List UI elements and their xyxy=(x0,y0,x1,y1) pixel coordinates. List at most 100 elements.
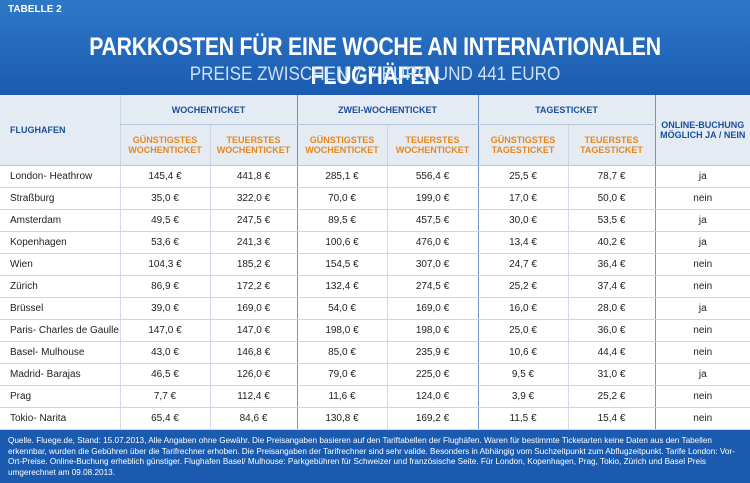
price-cell: 9,5 € xyxy=(477,363,568,386)
price-cell: 172,2 € xyxy=(209,275,297,298)
price-cell: 199,0 € xyxy=(386,187,478,210)
price-cell: 53,5 € xyxy=(567,209,655,232)
group-header: WOCHENTICKET xyxy=(119,95,297,125)
price-cell: 3,9 € xyxy=(477,385,568,408)
price-cell: 130,8 € xyxy=(296,407,387,430)
price-cell: 147,0 € xyxy=(119,319,210,342)
price-cell: 70,0 € xyxy=(296,187,387,210)
online-booking: nein xyxy=(654,385,750,408)
online-booking: ja xyxy=(654,231,750,254)
price-cell: 54,0 € xyxy=(296,297,387,320)
price-cell: 31,0 € xyxy=(567,363,655,386)
price-cell: 39,0 € xyxy=(119,297,210,320)
price-cell: 44,4 € xyxy=(567,341,655,364)
price-cell: 154,5 € xyxy=(296,253,387,276)
price-cell: 86,9 € xyxy=(119,275,210,298)
airport-name: Amsterdam xyxy=(0,209,120,232)
price-cell: 24,7 € xyxy=(477,253,568,276)
price-cell: 16,0 € xyxy=(477,297,568,320)
airport-name: Madrid- Barajas xyxy=(0,363,120,386)
online-booking: ja xyxy=(654,363,750,386)
airport-name: Prag xyxy=(0,385,120,408)
table-row: Tokio- Narita 65,4 €84,6 €130,8 €169,2 €1… xyxy=(0,407,750,430)
price-cell: 457,5 € xyxy=(386,209,478,232)
price-cell: 25,5 € xyxy=(477,165,568,188)
price-cell: 241,3 € xyxy=(209,231,297,254)
header: TABELLE 2 PARKKOSTEN FÜR EINE WOCHE AN I… xyxy=(0,0,750,95)
price-cell: 28,0 € xyxy=(567,297,655,320)
price-cell: 247,5 € xyxy=(209,209,297,232)
price-cell: 225,0 € xyxy=(386,363,478,386)
table-row: Madrid- Barajas 46,5 €126,0 €79,0 €225,0 … xyxy=(0,363,750,386)
price-cell: 285,1 € xyxy=(296,165,387,188)
price-cell: 124,0 € xyxy=(386,385,478,408)
subtitle: PREISE ZWISCHEN 7,7 EURO UND 441 EURO xyxy=(189,64,561,85)
price-cell: 235,9 € xyxy=(386,341,478,364)
column-header: FLUGHAFEN xyxy=(0,95,120,166)
table-body: London- Heathrow 145,4 €441,8 €285,1 €556… xyxy=(0,165,750,430)
table-row: Zürich 86,9 €172,2 €132,4 €274,5 €25,2 €3… xyxy=(0,275,750,298)
price-cell: 145,4 € xyxy=(119,165,210,188)
price-cell: 37,4 € xyxy=(567,275,655,298)
online-booking: nein xyxy=(654,253,750,276)
table-row: Brüssel 39,0 €169,0 €54,0 €169,0 €16,0 €2… xyxy=(0,297,750,320)
label: TABELLE 2 xyxy=(8,4,62,15)
airport-name: Tokio- Narita xyxy=(0,407,120,430)
title: PARKKOSTEN FÜR EINE WOCHE AN INTERNATION… xyxy=(89,33,661,90)
table-row: Paris- Charles de Gaulle 147,0 €147,0 €19… xyxy=(0,319,750,342)
price-cell: 13,4 € xyxy=(477,231,568,254)
sub-header: TEUERSTES WOCHENTICKET xyxy=(209,124,297,166)
price-cell: 441,8 € xyxy=(209,165,297,188)
group-header: TAGESTICKET xyxy=(477,95,655,125)
online-booking: nein xyxy=(654,341,750,364)
price-cell: 274,5 € xyxy=(386,275,478,298)
price-cell: 15,4 € xyxy=(567,407,655,430)
price-cell: 104,3 € xyxy=(119,253,210,276)
table-row: Wien 104,3 €185,2 €154,5 €307,0 €24,7 €36… xyxy=(0,253,750,276)
price-cell: 79,0 € xyxy=(296,363,387,386)
price-cell: 36,0 € xyxy=(567,319,655,342)
table-row: Amsterdam 49,5 €247,5 €89,5 €457,5 €30,0 … xyxy=(0,209,750,232)
price-cell: 17,0 € xyxy=(477,187,568,210)
table-row: Prag 7,7 €112,4 €11,6 €124,0 €3,9 €25,2 €… xyxy=(0,385,750,408)
price-cell: 198,0 € xyxy=(296,319,387,342)
online-booking: nein xyxy=(654,319,750,342)
table: FLUGHAFEN WOCHENTICKET ZWEI-WOCHENTICKET… xyxy=(0,95,750,430)
price-cell: 169,2 € xyxy=(386,407,478,430)
price-cell: 556,4 € xyxy=(386,165,478,188)
price-cell: 65,4 € xyxy=(119,407,210,430)
price-cell: 25,0 € xyxy=(477,319,568,342)
price-cell: 112,4 € xyxy=(209,385,297,408)
online-booking: nein xyxy=(654,275,750,298)
price-cell: 89,5 € xyxy=(296,209,387,232)
group-header: ZWEI-WOCHENTICKET xyxy=(296,95,478,125)
airport-name: Zürich xyxy=(0,275,120,298)
price-cell: 146,8 € xyxy=(209,341,297,364)
price-cell: 10,6 € xyxy=(477,341,568,364)
price-cell: 36,4 € xyxy=(567,253,655,276)
price-cell: 198,0 € xyxy=(386,319,478,342)
airport-name: Wien xyxy=(0,253,120,276)
sub-header: TEUERSTES TAGESTICKET xyxy=(567,124,655,166)
price-cell: 476,0 € xyxy=(386,231,478,254)
table-row: London- Heathrow 145,4 €441,8 €285,1 €556… xyxy=(0,165,750,188)
sub-header: GÜNSTIGSTES WOCHENTICKET xyxy=(119,124,210,166)
price-cell: 185,2 € xyxy=(209,253,297,276)
price-cell: 25,2 € xyxy=(567,385,655,408)
price-cell: 169,0 € xyxy=(209,297,297,320)
price-cell: 40,2 € xyxy=(567,231,655,254)
price-cell: 30,0 € xyxy=(477,209,568,232)
price-cell: 78,7 € xyxy=(567,165,655,188)
sub-header: GÜNSTIGSTES TAGESTICKET xyxy=(477,124,568,166)
price-cell: 322,0 € xyxy=(209,187,297,210)
airport-name: London- Heathrow xyxy=(0,165,120,188)
online-booking: ja xyxy=(654,297,750,320)
source-note: Quelle. Fluege.de, Stand: 15.07.2013, Al… xyxy=(0,430,750,483)
price-cell: 7,7 € xyxy=(119,385,210,408)
price-cell: 11,5 € xyxy=(477,407,568,430)
price-cell: 147,0 € xyxy=(209,319,297,342)
airport-name: Straßburg xyxy=(0,187,120,210)
sub-header: GÜNSTIGSTES WOCHENTICKET xyxy=(296,124,387,166)
price-cell: 49,5 € xyxy=(119,209,210,232)
